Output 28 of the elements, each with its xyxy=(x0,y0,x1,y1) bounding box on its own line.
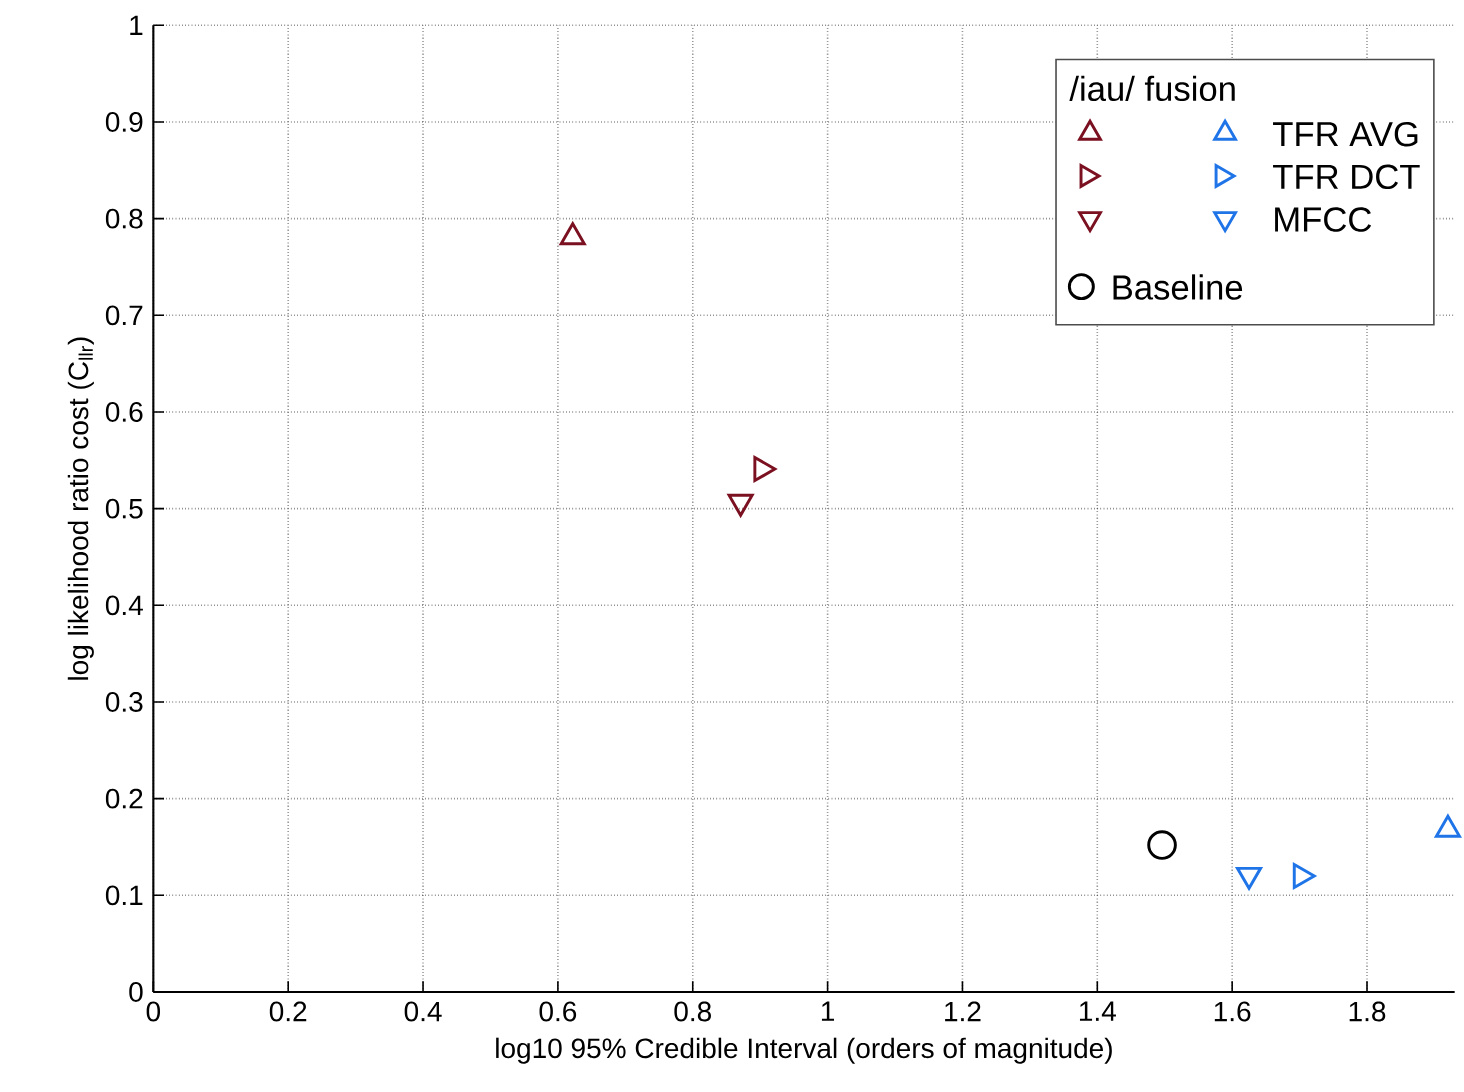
x-tick-label: 0 xyxy=(146,1001,161,1022)
y-tick-label: 1 xyxy=(130,15,143,35)
x-tick-label: 0.6 xyxy=(539,1001,577,1022)
y-axis-title: log likelihood ratio cost (C$_{llr}$) xyxy=(67,337,94,680)
x-axis-title: log10 95% Credible Interval (orders of magnitude) xyxy=(496,1037,1112,1064)
x-tick-label: 0.2 xyxy=(269,1001,307,1022)
y-tick-label: 0.4 xyxy=(105,595,143,616)
y-tick-label: 0.1 xyxy=(105,885,143,906)
legend-title: /iau/ fusion xyxy=(1069,75,1235,102)
legend-label: MFCC xyxy=(1275,207,1372,232)
y-tick-label: 0.2 xyxy=(105,788,143,809)
legend-label: TFR AVG xyxy=(1273,121,1418,147)
legend-label: TFR DCT xyxy=(1273,164,1420,190)
x-tick-label: 0.8 xyxy=(674,1001,711,1022)
x-tick-label: 1.8 xyxy=(1349,1001,1386,1022)
y-tick-label: 0.9 xyxy=(105,112,143,132)
x-tick-label: 0.4 xyxy=(404,1001,442,1022)
y-tick-label: 0.3 xyxy=(105,692,143,712)
x-tick-label: 1.6 xyxy=(1214,1001,1251,1022)
y-tick-label: 0.8 xyxy=(105,208,143,229)
x-tick-label: 1.2 xyxy=(945,1001,981,1022)
x-tick-label: 1 xyxy=(821,1001,835,1021)
y-tick-label: 0.6 xyxy=(105,402,143,422)
y-tick-label: 0.5 xyxy=(105,498,143,519)
y-tick-label: 0.7 xyxy=(105,305,143,326)
y-tick-label: 0 xyxy=(129,982,143,1002)
legend-label: Baseline xyxy=(1113,274,1243,300)
x-tick-label: 1.4 xyxy=(1079,1001,1116,1021)
